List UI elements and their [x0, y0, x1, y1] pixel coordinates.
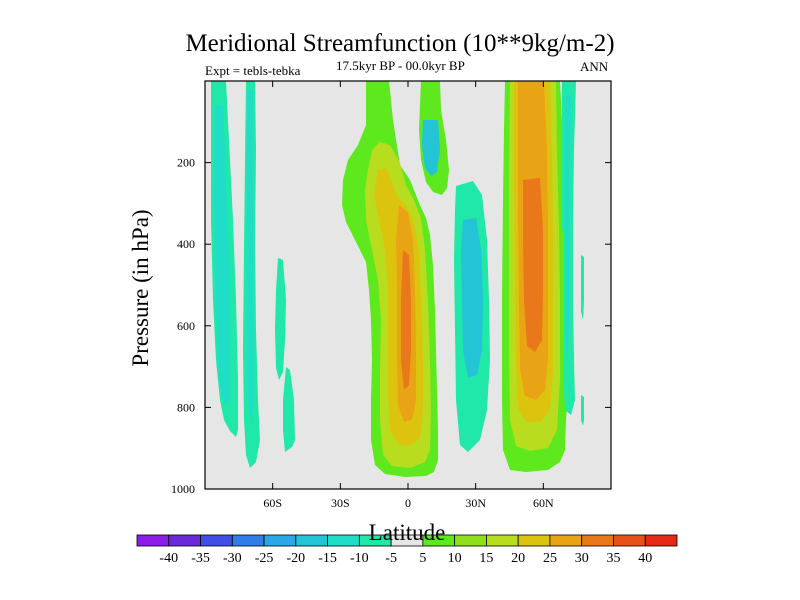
y-axis-label: Pressure (in hPa)	[128, 209, 153, 367]
colorbar-label: -35	[191, 551, 210, 566]
contour-north-subtropical-inner	[461, 218, 483, 378]
colorbar-label: 25	[543, 551, 557, 566]
colorbar-label: -20	[286, 551, 305, 566]
y-tick-label: 600	[177, 319, 195, 333]
colorbar-label: -15	[318, 551, 337, 566]
colorbar-box	[613, 534, 646, 547]
contour-north-upper-teal	[422, 120, 440, 176]
colorbar-label: -30	[223, 551, 242, 566]
colorbar-box	[327, 534, 360, 547]
contour-far-south-band-1-inner	[214, 105, 230, 405]
contour-far-south-band-2-inner	[247, 90, 254, 420]
colorbar-box	[295, 534, 328, 547]
x-tick-label: 30N	[465, 496, 486, 510]
colorbar-label: -40	[159, 551, 178, 566]
x-tick-label: 60S	[263, 496, 282, 510]
contour-north-mid-deep-orange	[523, 178, 543, 352]
colorbar-label: 20	[511, 551, 525, 566]
colorbar-box	[454, 534, 487, 547]
colorbar-box	[581, 534, 614, 547]
x-axis: 60S 30S 0 30N 60N	[263, 81, 554, 510]
colorbar-box	[517, 534, 551, 547]
colorbar-box	[231, 534, 265, 547]
y-tick-label: 400	[177, 237, 195, 251]
experiment-label: Expt = tebls-tebka	[205, 63, 301, 78]
x-axis-label: Latitude	[368, 520, 446, 545]
colorbar-box	[263, 534, 297, 547]
colorbar-label: 15	[479, 551, 493, 566]
y-tick-label: 800	[177, 400, 195, 414]
y-tick-label: 1000	[171, 482, 195, 496]
colorbar-box	[200, 534, 233, 547]
x-tick-label: 0	[405, 496, 411, 510]
x-tick-label: 30S	[331, 496, 350, 510]
contour-polar-north-green-strip	[561, 230, 564, 380]
colorbar-label: -25	[255, 551, 274, 566]
contour-polar-north-tiny-spike-2	[581, 395, 584, 426]
colorbar-label: 35	[606, 551, 620, 566]
colorbar-box	[136, 534, 170, 547]
colorbar-label: 5	[419, 551, 426, 566]
colorbar-label: 10	[448, 551, 462, 566]
colorbar-label: -5	[385, 551, 397, 566]
contour-south-low-blob	[283, 367, 295, 452]
contour-fill-layer	[211, 81, 584, 477]
period-label: 17.5kyr BP - 00.0kyr BP	[336, 58, 465, 73]
colorbar-box	[549, 534, 583, 547]
x-tick-label: 60N	[533, 496, 554, 510]
contour-equatorial-deep-orange	[401, 250, 411, 390]
colorbar-label: -10	[350, 551, 369, 566]
chart-title: Meridional Streamfunction (10**9kg/m-2)	[185, 30, 615, 57]
season-label: ANN	[580, 59, 609, 74]
contour-polar-north-tiny-spike	[581, 255, 584, 320]
colorbar-box	[168, 534, 201, 547]
y-tick-label: 200	[177, 156, 195, 170]
colorbar-label: 30	[575, 551, 589, 566]
contour-south-mid-blob	[275, 258, 286, 380]
colorbar-box	[486, 534, 519, 547]
colorbar: -40 -35 -30 -25 -20 -15 -10 -5 5 10 15 20 25 30 35 40	[136, 534, 678, 566]
colorbar-label: 40	[638, 551, 652, 566]
y-axis: 200 400 600 800 1000	[171, 156, 611, 496]
contour-polar-north-inner	[565, 95, 571, 360]
colorbar-box	[644, 534, 678, 547]
